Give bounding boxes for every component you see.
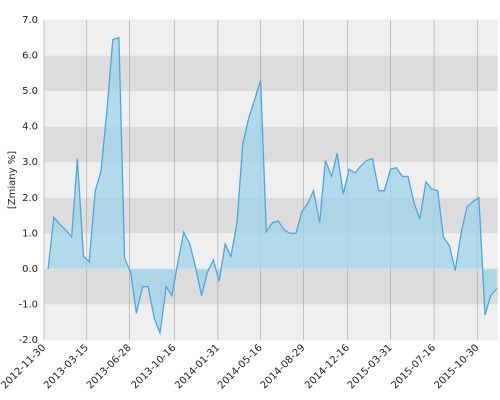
y-tick-label: 5.0 xyxy=(22,86,38,97)
y-tick-label: 2.0 xyxy=(22,193,38,204)
x-tick-label: 2014-12-16 xyxy=(303,342,352,391)
grid-band xyxy=(44,268,498,305)
y-axis-label: [Zmiany %] xyxy=(7,151,18,209)
x-tick-label: 2014-01-31 xyxy=(173,342,222,391)
area xyxy=(48,37,497,333)
x-tick-label: 2014-08-29 xyxy=(259,342,308,391)
y-tick-label: 0.0 xyxy=(22,264,38,275)
y-tick-label: 4.0 xyxy=(22,122,38,133)
y-tick-label: 1.0 xyxy=(22,228,38,239)
grid-band xyxy=(44,304,498,340)
y-tick-label: -2.0 xyxy=(18,335,38,346)
x-tick-label: 2012-11-30 xyxy=(0,342,48,391)
x-tick-label: 2013-03-15 xyxy=(42,342,91,391)
x-tick-label: 2015-10-30 xyxy=(433,342,482,391)
line xyxy=(47,36,498,336)
y-tick-label: -1.0 xyxy=(18,299,38,310)
y-tick-label: 3.0 xyxy=(22,157,38,168)
x-tick-label: 2014-05-16 xyxy=(216,342,265,391)
x-tick-label: 2013-10-16 xyxy=(130,342,179,391)
y-tick-label: 7.0 xyxy=(22,15,38,26)
x-tick-label: 2015-03-31 xyxy=(346,342,395,391)
x-tick-label: 2015-07-16 xyxy=(389,342,438,391)
x-tick-label: 2013-06-28 xyxy=(85,342,134,391)
y-tick-label: 6.0 xyxy=(22,51,38,62)
